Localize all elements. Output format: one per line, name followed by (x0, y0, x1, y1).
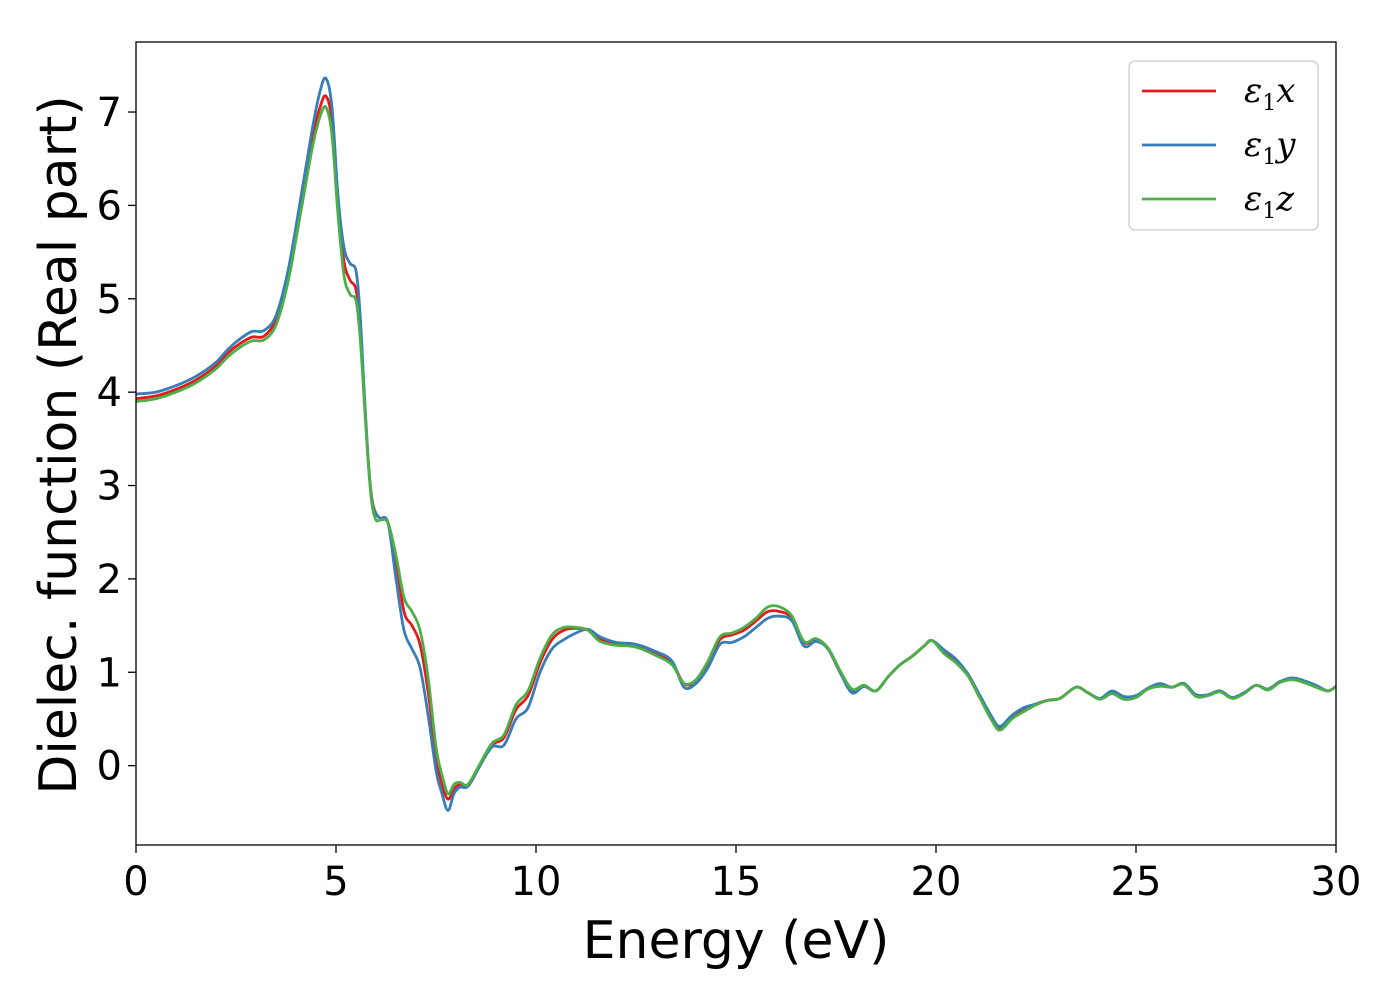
y-tick-label: 6 (97, 183, 122, 229)
legend-label-y: ε1y (1244, 125, 1296, 170)
y-axis-label: Dielec. function (Real part) (29, 95, 89, 794)
x-tick-label: 0 (123, 859, 148, 905)
legend-items: ε1x ε1y ε1z (1142, 71, 1296, 224)
legend-box (1128, 60, 1319, 231)
y-ticks: 0 1 2 3 4 5 6 7 (97, 90, 136, 790)
x-tick-label: 20 (911, 859, 962, 905)
y-tick-label: 0 (97, 744, 122, 790)
x-tick-label: 30 (1311, 859, 1362, 905)
y-tick-label: 5 (97, 277, 122, 323)
legend: ε1x ε1y ε1z (1128, 60, 1319, 231)
y-tick-label: 3 (97, 464, 122, 510)
series-line-z (135, 105, 1337, 796)
x-tick-label: 5 (323, 859, 348, 905)
x-tick-label: 15 (711, 859, 762, 905)
x-tick-label: 25 (1111, 859, 1162, 905)
y-tick-label: 2 (97, 557, 122, 603)
x-axis-label: Energy (eV) (583, 911, 890, 971)
legend-label-z: ε1z (1244, 179, 1295, 224)
x-tick-label: 10 (511, 859, 562, 905)
y-tick-label: 7 (97, 90, 122, 136)
plot-series (135, 76, 1337, 812)
legend-label-x: ε1x (1244, 71, 1295, 116)
y-tick-label: 4 (97, 370, 122, 416)
y-tick-label: 1 (97, 650, 122, 696)
x-ticks: 0 5 10 15 20 25 30 (123, 845, 1361, 905)
series-line-y (135, 76, 1337, 812)
